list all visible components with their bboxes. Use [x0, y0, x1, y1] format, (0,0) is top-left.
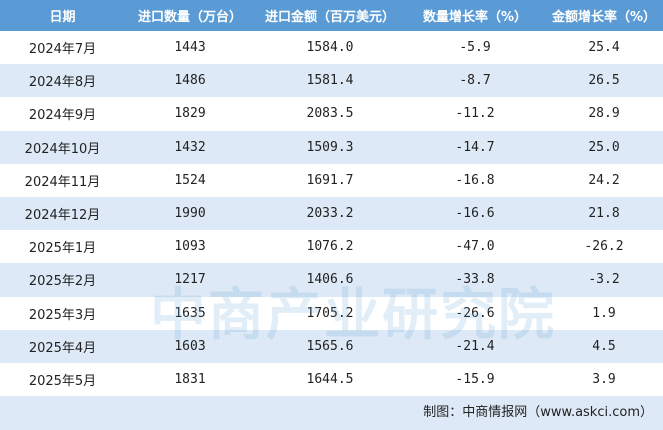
value-cell: 1990	[125, 196, 255, 231]
table-row: 2024年11月 1524 1691.7 -16.8 24.2	[0, 163, 663, 197]
header-row: 日期 进口数量（万台） 进口金额（百万美元） 数量增长率（%） 金额增长率（%）	[0, 0, 663, 31]
value-cell: -3.2	[545, 263, 663, 297]
value-cell: -15.9	[405, 362, 545, 397]
date-cell: 2025年2月	[0, 263, 125, 297]
value-cell: 1644.5	[255, 362, 405, 397]
table-row: 2024年12月 1990 2033.2 -16.6 21.8	[0, 196, 663, 231]
value-cell: 4.5	[545, 329, 663, 363]
value-cell: -16.6	[405, 196, 545, 231]
value-cell: 1565.6	[255, 329, 405, 363]
value-cell: 1217	[125, 263, 255, 297]
date-cell: 2025年5月	[0, 362, 125, 397]
data-table: 日期 进口数量（万台） 进口金额（百万美元） 数量增长率（%） 金额增长率（%） 202…	[0, 0, 663, 397]
column-header: 进口数量（万台）	[125, 0, 255, 31]
value-cell: 1076.2	[255, 230, 405, 264]
value-cell: 25.4	[545, 31, 663, 65]
date-cell: 2024年11月	[0, 163, 125, 197]
value-cell: 1093	[125, 230, 255, 264]
table-row: 2024年8月 1486 1581.4 -8.7 26.5	[0, 64, 663, 98]
table-row: 2025年1月 1093 1076.2 -47.0 -26.2	[0, 230, 663, 264]
value-cell: -8.7	[405, 64, 545, 98]
date-cell: 2024年12月	[0, 196, 125, 231]
column-header: 金额增长率（%）	[545, 0, 663, 31]
date-cell: 2024年10月	[0, 130, 125, 164]
value-cell: -26.2	[545, 230, 663, 264]
table-row: 2024年10月 1432 1509.3 -14.7 25.0	[0, 130, 663, 164]
value-cell: 25.0	[545, 130, 663, 164]
value-cell: 21.8	[545, 196, 663, 231]
value-cell: -47.0	[405, 230, 545, 264]
value-cell: 1443	[125, 31, 255, 65]
value-cell: 1406.6	[255, 263, 405, 297]
value-cell: 1524	[125, 163, 255, 197]
column-header: 日期	[0, 0, 125, 31]
value-cell: 28.9	[545, 97, 663, 131]
value-cell: 1509.3	[255, 130, 405, 164]
value-cell: 1705.2	[255, 296, 405, 330]
value-cell: -16.8	[405, 163, 545, 197]
table-row: 2025年4月 1603 1565.6 -21.4 4.5	[0, 329, 663, 363]
value-cell: -14.7	[405, 130, 545, 164]
source-note: 制图：中商情报网（www.askci.com）	[423, 405, 653, 420]
date-cell: 2024年8月	[0, 64, 125, 98]
table-row: 2025年2月 1217 1406.6 -33.8 -3.2	[0, 263, 663, 297]
table-row: 2025年5月 1831 1644.5 -15.9 3.9	[0, 362, 663, 397]
value-cell: -11.2	[405, 97, 545, 131]
value-cell: 2033.2	[255, 196, 405, 231]
value-cell: 1486	[125, 64, 255, 98]
date-cell: 2025年1月	[0, 230, 125, 264]
value-cell: 1603	[125, 329, 255, 363]
date-cell: 2025年3月	[0, 296, 125, 330]
value-cell: 2083.5	[255, 97, 405, 131]
date-cell: 2025年4月	[0, 329, 125, 363]
value-cell: 1.9	[545, 296, 663, 330]
value-cell: 1691.7	[255, 163, 405, 197]
column-header: 数量增长率（%）	[405, 0, 545, 31]
table-row: 2024年7月 1443 1584.0 -5.9 25.4	[0, 31, 663, 65]
value-cell: 1635	[125, 296, 255, 330]
date-cell: 2024年9月	[0, 97, 125, 131]
value-cell: -33.8	[405, 263, 545, 297]
column-header: 进口金额（百万美元）	[255, 0, 405, 31]
value-cell: 24.2	[545, 163, 663, 197]
value-cell: 26.5	[545, 64, 663, 98]
value-cell: 3.9	[545, 362, 663, 397]
value-cell: 1581.4	[255, 64, 405, 98]
value-cell: 1584.0	[255, 31, 405, 65]
value-cell: -21.4	[405, 329, 545, 363]
value-cell: 1829	[125, 97, 255, 131]
table-row: 2025年3月 1635 1705.2 -26.6 1.9	[0, 296, 663, 330]
value-cell: -26.6	[405, 296, 545, 330]
value-cell: -5.9	[405, 31, 545, 65]
table-row: 2024年9月 1829 2083.5 -11.2 28.9	[0, 97, 663, 131]
date-cell: 2024年7月	[0, 31, 125, 65]
value-cell: 1432	[125, 130, 255, 164]
value-cell: 1831	[125, 362, 255, 397]
